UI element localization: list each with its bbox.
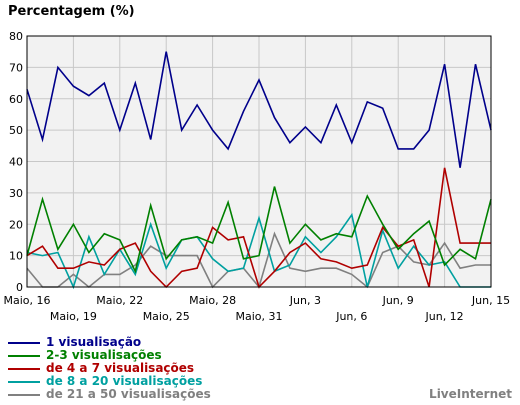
y-tick-label: 60 (9, 93, 23, 106)
legend-label: de 8 a 20 visualisações (46, 374, 203, 388)
legend-label: de 21 a 50 visualisações (46, 387, 211, 401)
legend-swatch (8, 368, 40, 370)
y-tick-label: 40 (9, 156, 23, 169)
x-tick-label: Maio, 25 (143, 310, 190, 323)
legend-swatch (8, 355, 40, 357)
legend-swatch (8, 381, 40, 383)
legend-swatch (8, 394, 40, 396)
x-tick-label: Maio, 22 (96, 294, 143, 307)
y-tick-label: 30 (9, 187, 23, 200)
brand-label: LiveInternet (429, 387, 512, 401)
y-tick-label: 80 (9, 30, 23, 43)
plot-frame (26, 35, 492, 288)
x-tick-label: Jun, 15 (471, 294, 510, 307)
x-tick-label: Jun, 6 (335, 310, 367, 323)
series-line (26, 212, 491, 290)
legend-label: 1 visualisação (46, 335, 142, 349)
series-line (26, 186, 492, 274)
x-tick-label: Maio, 16 (3, 294, 50, 307)
series-line (26, 51, 492, 168)
y-tick-label: 10 (9, 250, 23, 263)
x-tick-label: Jun, 3 (289, 294, 321, 307)
y-tick-label: 20 (9, 218, 23, 231)
y-tick-label: 0 (16, 281, 23, 294)
chart-title: Percentagem (%) (8, 4, 135, 19)
legend-label: de 4 a 7 visualisações (46, 361, 195, 375)
x-tick-label: Jun, 9 (382, 294, 414, 307)
x-tick-label: Maio, 28 (189, 294, 236, 307)
x-tick-label: Maio, 31 (235, 310, 282, 323)
legend-swatch (8, 342, 40, 344)
legend-label: 2-3 visualisações (46, 348, 162, 362)
y-tick-label: 50 (9, 124, 23, 137)
x-tick-label: Maio, 19 (50, 310, 97, 323)
y-tick-label: 70 (9, 61, 23, 74)
x-tick-label: Jun, 12 (425, 310, 464, 323)
